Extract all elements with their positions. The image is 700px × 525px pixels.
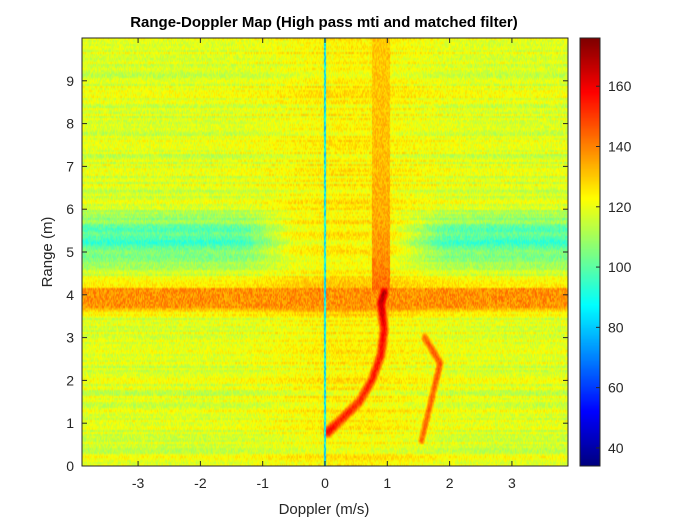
- y-tick-label: 5: [66, 244, 74, 260]
- y-tick-label: 7: [66, 158, 74, 174]
- x-tick-label: -3: [132, 475, 145, 491]
- x-tick-label: 3: [508, 475, 516, 491]
- colorbar-tick-label: 120: [608, 199, 632, 215]
- colorbar-tick-label: 160: [608, 78, 632, 94]
- colorbar-border: [579, 37, 601, 467]
- x-tick-label: -2: [194, 475, 207, 491]
- x-axis-label: Doppler (m/s): [279, 501, 370, 518]
- colorbar-tick-label: 140: [608, 139, 632, 155]
- y-tick-label: 6: [66, 201, 74, 217]
- y-tick-label: 1: [66, 415, 74, 431]
- y-axis-ticks: 0 1 2 3 4 5 6 7 8 9: [66, 73, 568, 474]
- x-tick-label: -1: [256, 475, 269, 491]
- x-tick-label: 2: [446, 475, 454, 491]
- y-tick-label: 3: [66, 330, 74, 346]
- y-tick-label: 0: [66, 458, 74, 474]
- y-tick-label: 4: [66, 287, 74, 303]
- colorbar-ticks: 40 60 80 100 120 140 160: [596, 78, 632, 456]
- colorbar-image: [580, 38, 600, 466]
- colorbar-tick-label: 40: [608, 440, 624, 456]
- x-axis-ticks: -3 -2 -1 0 1 2 3: [132, 38, 516, 491]
- colorbar-tick-label: 80: [608, 319, 624, 335]
- y-tick-label: 8: [66, 116, 74, 132]
- colorbar-tick-label: 100: [608, 259, 632, 275]
- colorbar-tick-label: 60: [608, 380, 624, 396]
- y-tick-label: 2: [66, 372, 74, 388]
- x-tick-label: 0: [321, 475, 329, 491]
- y-axis-label: Range (m): [39, 217, 56, 288]
- chart-title: Range-Doppler Map (High pass mti and mat…: [130, 14, 518, 31]
- heatmap-image: [82, 38, 568, 466]
- x-tick-label: 1: [383, 475, 391, 491]
- y-tick-label: 9: [66, 73, 74, 89]
